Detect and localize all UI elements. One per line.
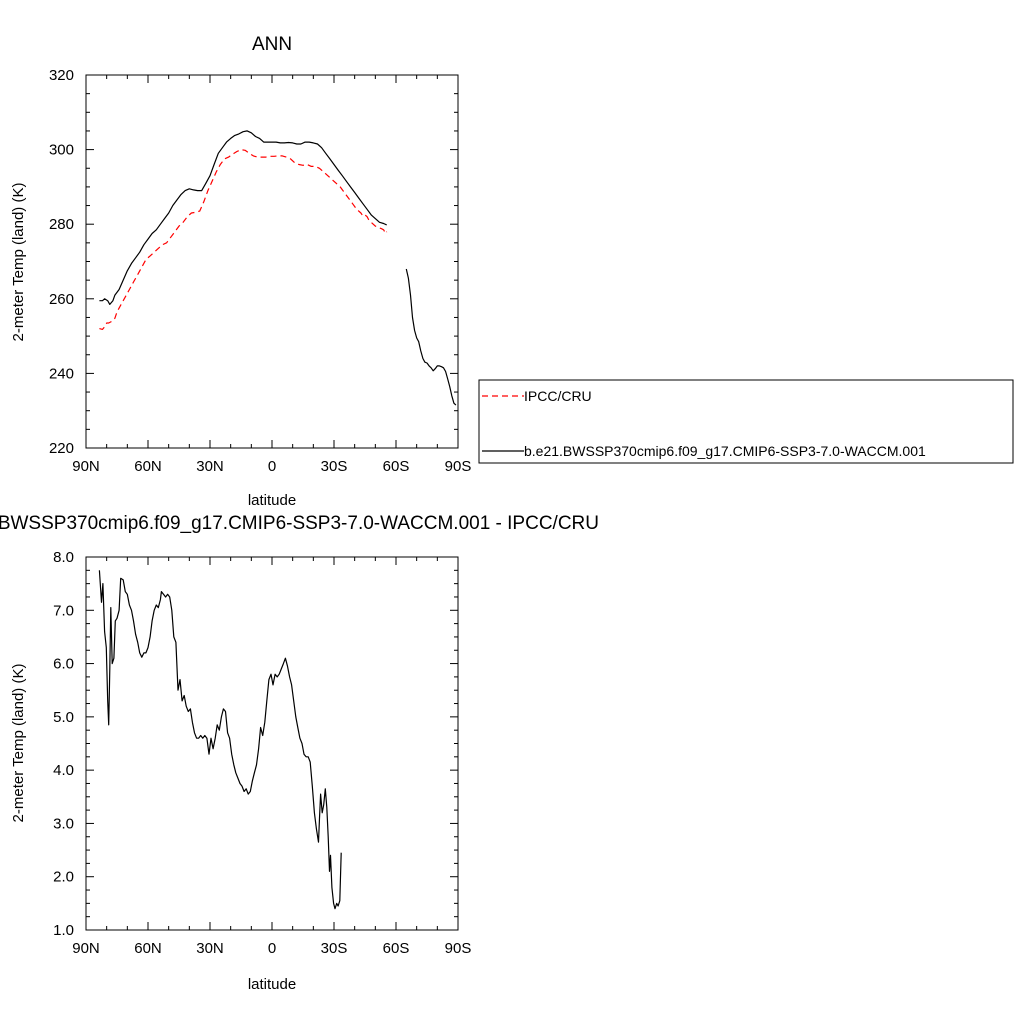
x-tick-label: 30S — [321, 940, 348, 957]
x-tick-label: 90S — [445, 940, 472, 957]
y-tick-label: 2.0 — [53, 869, 74, 886]
panel-bottom: b.e21.BWSSP370cmip6.f09_g17.CMIP6-SSP3-7… — [0, 513, 599, 993]
legend-box — [478, 379, 1014, 464]
x-tick-label: 60S — [383, 458, 410, 475]
tick-layer: 90N 60N 30N 0 30S 60S 90S 220 240 260 280 300 320 — [49, 67, 471, 475]
y-axis-label: 2-meter Temp (land) (K) — [10, 664, 27, 823]
series-line-0 — [99, 149, 388, 330]
series-line-1 — [405, 268, 457, 406]
chart-title: ANN — [252, 34, 292, 55]
x-tick-label: 60S — [383, 940, 410, 957]
y-tick-label: 7.0 — [53, 602, 74, 619]
x-tick-label: 30S — [321, 458, 348, 475]
plot-area — [99, 130, 457, 406]
x-axis-label: latitude — [248, 492, 296, 509]
y-tick-label: 220 — [49, 440, 74, 457]
plot-area — [98, 570, 342, 910]
y-tick-label: 240 — [49, 365, 74, 382]
legend-label-model: b.e21.BWSSP370cmip6.f09_g17.CMIP6-SSP3-7… — [524, 443, 926, 459]
chart-title: b.e21.BWSSP370cmip6.f09_g17.CMIP6-SSP3-7… — [0, 513, 599, 534]
x-tick-label: 90N — [72, 940, 100, 957]
y-tick-label: 320 — [49, 67, 74, 84]
panel-top: ANN 2-meter Temp (land) (K) latitude 90N… — [10, 34, 471, 509]
x-tick-label: 60N — [134, 940, 162, 957]
x-tick-label: 90N — [72, 458, 100, 475]
x-tick-label: 30N — [196, 940, 224, 957]
x-tick-label: 0 — [268, 458, 276, 475]
y-tick-label: 5.0 — [53, 709, 74, 726]
series-line-1 — [99, 130, 387, 305]
y-tick-label: 3.0 — [53, 815, 74, 832]
y-tick-label: 300 — [49, 142, 74, 159]
x-tick-label: 0 — [268, 940, 276, 957]
y-tick-label: 1.0 — [53, 922, 74, 939]
legend: IPCC/CRU b.e21.BWSSP370cmip6.f09_g17.CMI… — [478, 379, 1014, 464]
legend-label-ipcc-cru: IPCC/CRU — [524, 388, 592, 404]
x-tick-label: 60N — [134, 458, 162, 475]
y-tick-label: 6.0 — [53, 656, 74, 673]
y-tick-label: 260 — [49, 291, 74, 308]
y-tick-label: 4.0 — [53, 762, 74, 779]
y-tick-label: 280 — [49, 216, 74, 233]
y-tick-label: 8.0 — [53, 549, 74, 566]
y-axis-label: 2-meter Temp (land) (K) — [10, 183, 27, 342]
series-line-0 — [98, 570, 342, 910]
plot-frame — [85, 74, 459, 449]
tick-layer: 90N 60N 30N 0 30S 60S 90S 1.0 2.0 3.0 4.0 5.0 6.0 7.0… — [53, 549, 471, 957]
plot-frame — [85, 556, 459, 931]
x-tick-label: 30N — [196, 458, 224, 475]
x-axis-label: latitude — [248, 976, 296, 993]
x-tick-label: 90S — [445, 458, 472, 475]
